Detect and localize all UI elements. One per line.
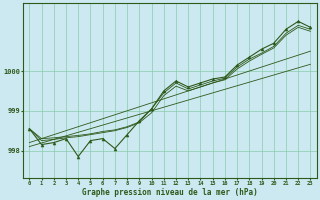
X-axis label: Graphe pression niveau de la mer (hPa): Graphe pression niveau de la mer (hPa)	[82, 188, 258, 197]
